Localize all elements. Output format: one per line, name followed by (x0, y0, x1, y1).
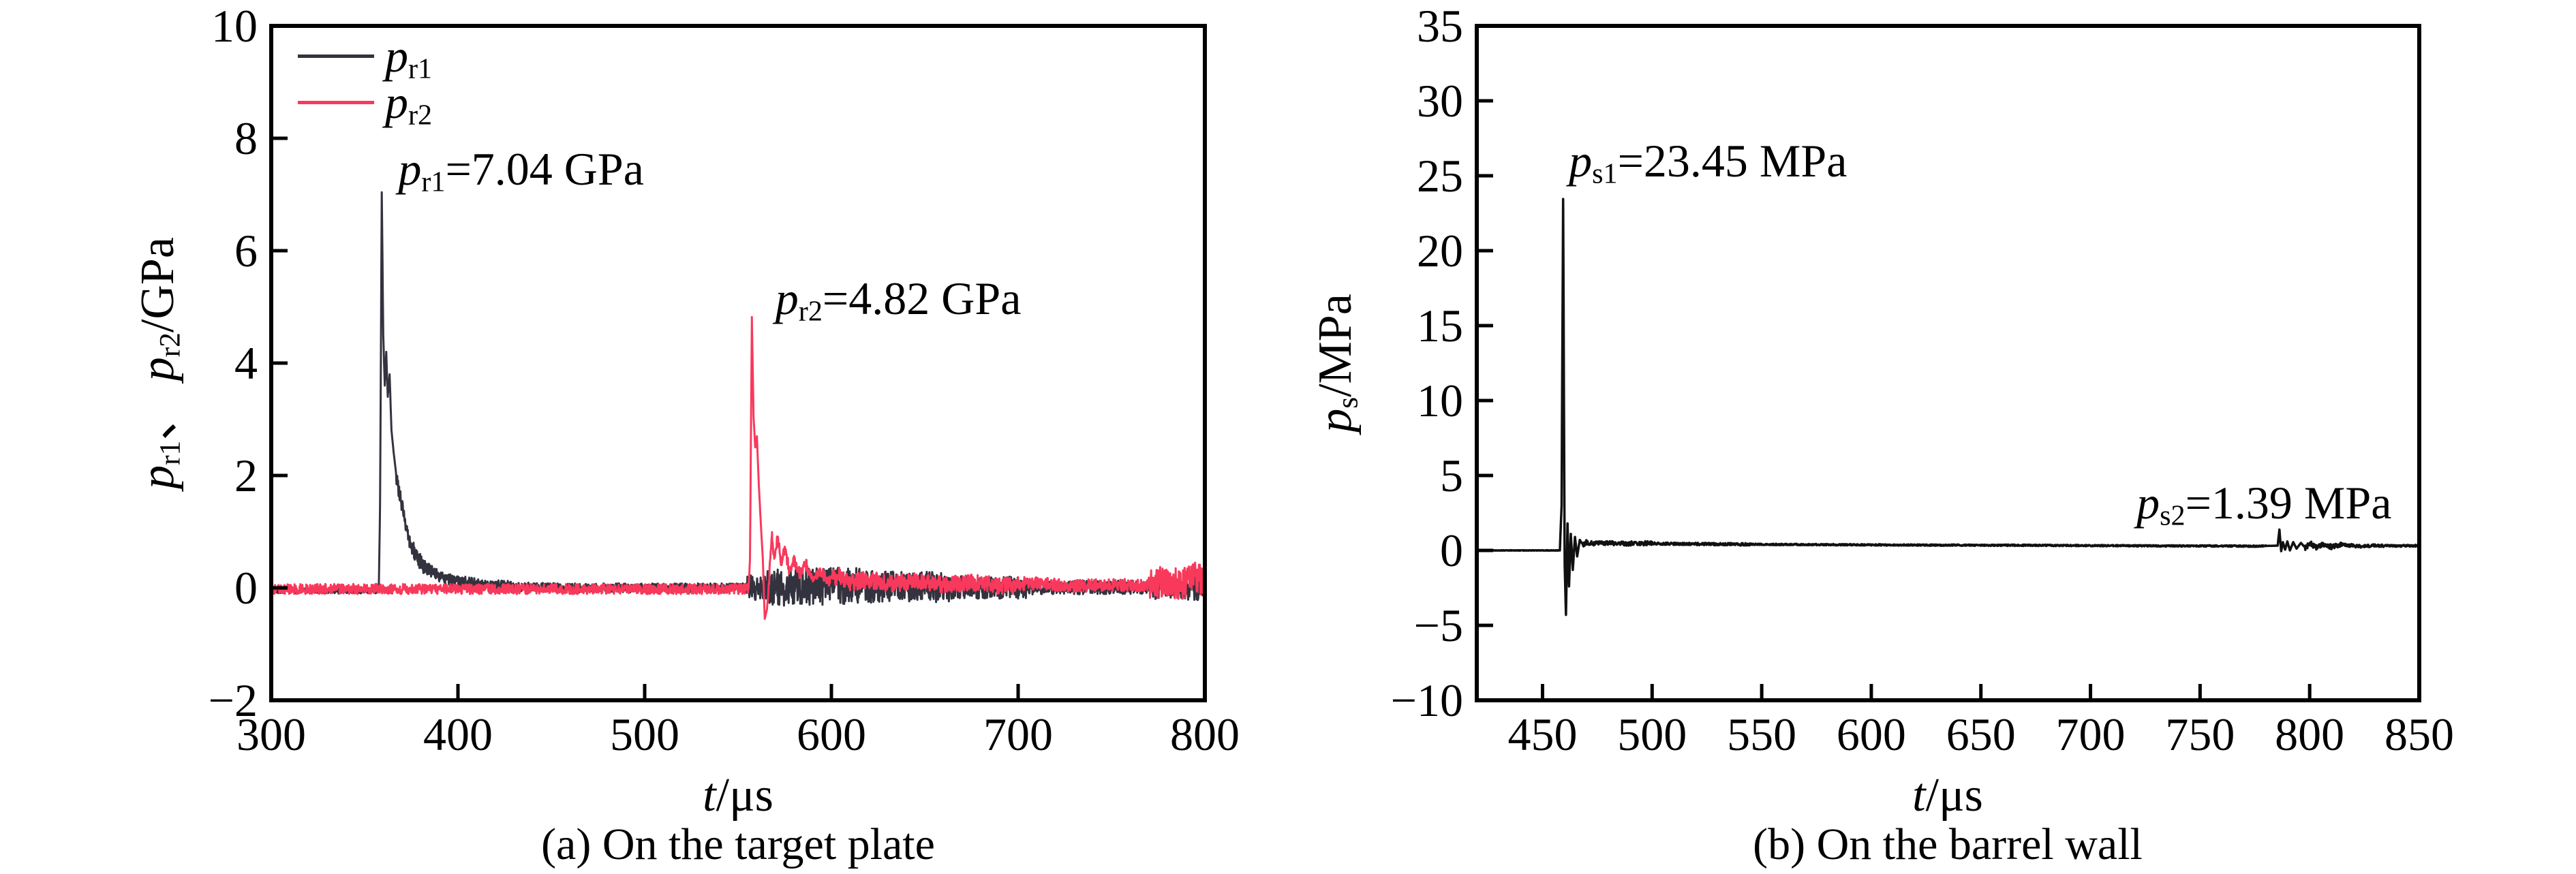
annotation-pr2-value: =4.82 GPa (822, 272, 1022, 325)
x-tick-label: 450 (1507, 708, 1578, 760)
legend-label-pr1-var: p (385, 30, 408, 82)
annotation-ps2-peak: ps2=1.39 MPa (2136, 476, 2392, 530)
x-tick-label: 600 (1836, 708, 1906, 760)
y-tick-label: 35 (1417, 0, 1463, 52)
x-tick-label: 700 (983, 708, 1053, 760)
x-axis-label-a-unit: /μs (716, 769, 773, 822)
y-tick-label: 0 (1440, 525, 1463, 576)
x-axis-label-b-var: t (1912, 769, 1926, 822)
y-tick-label: 2 (234, 450, 258, 501)
annotation-ps2-sub: s2 (2160, 499, 2186, 531)
y-tick-label: 25 (1417, 150, 1463, 202)
y-tick-label: −2 (208, 674, 258, 726)
annotation-ps2-var: p (2136, 476, 2160, 529)
legend-label-pr1-sub: r1 (408, 52, 433, 85)
annotation-pr1-value: =7.04 GPa (445, 143, 644, 196)
trace-pr2 (271, 315, 1205, 620)
y-tick-label: 15 (1417, 300, 1463, 352)
legend-entry-pr2: pr2 (298, 76, 432, 129)
plot-a-box (269, 24, 1207, 702)
legend-label-pr2-var: p (385, 76, 408, 128)
plot-b-traces (1477, 198, 2419, 617)
x-axis-label-b-unit: /μs (1925, 769, 1983, 822)
annotation-ps1-value: =23.45 MPa (1617, 135, 1847, 187)
x-tick-label: 700 (2055, 708, 2126, 760)
legend-line-pr2 (298, 100, 374, 104)
x-tick-label: 500 (610, 708, 679, 760)
legend-line-pr1 (298, 54, 374, 58)
plot-a-traces (271, 191, 1205, 620)
y-tick-label: 20 (1417, 225, 1463, 277)
trace-ps (1477, 198, 2419, 617)
plot-b-box (1475, 24, 2421, 702)
x-tick-label: 800 (2275, 708, 2345, 760)
annotation-pr2-peak: pr2=4.82 GPa (775, 272, 1022, 326)
annotation-pr2-var: p (775, 272, 799, 325)
y-tick-label: 6 (234, 225, 258, 277)
plot-b-ticks (1477, 99, 2312, 700)
y-tick-label: 10 (1417, 375, 1463, 426)
legend-label-pr1: pr1 (385, 30, 432, 83)
x-tick-label: 650 (1946, 708, 2016, 760)
y-tick-label: −5 (1413, 599, 1463, 651)
annotation-pr1-sub: r1 (421, 166, 446, 198)
legend-label-pr2: pr2 (385, 76, 432, 129)
annotation-ps2-value: =1.39 MPa (2185, 476, 2392, 529)
y-tick-label: 5 (1440, 450, 1463, 501)
x-tick-label: 750 (2165, 708, 2235, 760)
legend-entry-pr1: pr1 (298, 30, 432, 83)
x-axis-label-b: t/μs (1912, 772, 1983, 820)
x-tick-label: 600 (797, 708, 866, 760)
annotation-ps1-var: p (1569, 135, 1593, 187)
annotation-ps1-peak: ps1=23.45 MPa (1569, 135, 1847, 188)
y-tick-label: 30 (1417, 75, 1463, 127)
x-tick-label: 550 (1727, 708, 1797, 760)
annotation-pr1-var: p (398, 143, 422, 196)
annotation-ps1-sub: s1 (1592, 157, 1618, 190)
x-tick-label: 500 (1617, 708, 1687, 760)
y-tick-label: 0 (234, 562, 258, 614)
annotation-pr2-sub: r2 (798, 295, 823, 328)
annotation-pr1-peak: pr1=7.04 GPa (398, 143, 644, 196)
caption-a: (a) On the target plate (541, 820, 935, 869)
y-tick-label: 4 (234, 337, 258, 389)
x-tick-label: 300 (236, 708, 306, 760)
caption-b: (b) On the barrel wall (1753, 820, 2143, 869)
trace-pr1 (271, 191, 1205, 607)
x-tick-label: 400 (423, 708, 493, 760)
x-axis-label-a: t/μs (703, 772, 773, 820)
x-tick-label: 800 (1170, 708, 1240, 760)
y-tick-label: 10 (211, 0, 258, 52)
y-axis-label-a-sep: 、 (132, 381, 184, 441)
x-axis-label-a-var: t (703, 769, 716, 822)
y-tick-label: 8 (234, 112, 258, 164)
x-tick-label: 850 (2385, 708, 2454, 760)
y-tick-label: −10 (1390, 674, 1463, 726)
plot-a-ticks (271, 136, 1020, 700)
legend-label-pr2-sub: r2 (408, 99, 433, 131)
